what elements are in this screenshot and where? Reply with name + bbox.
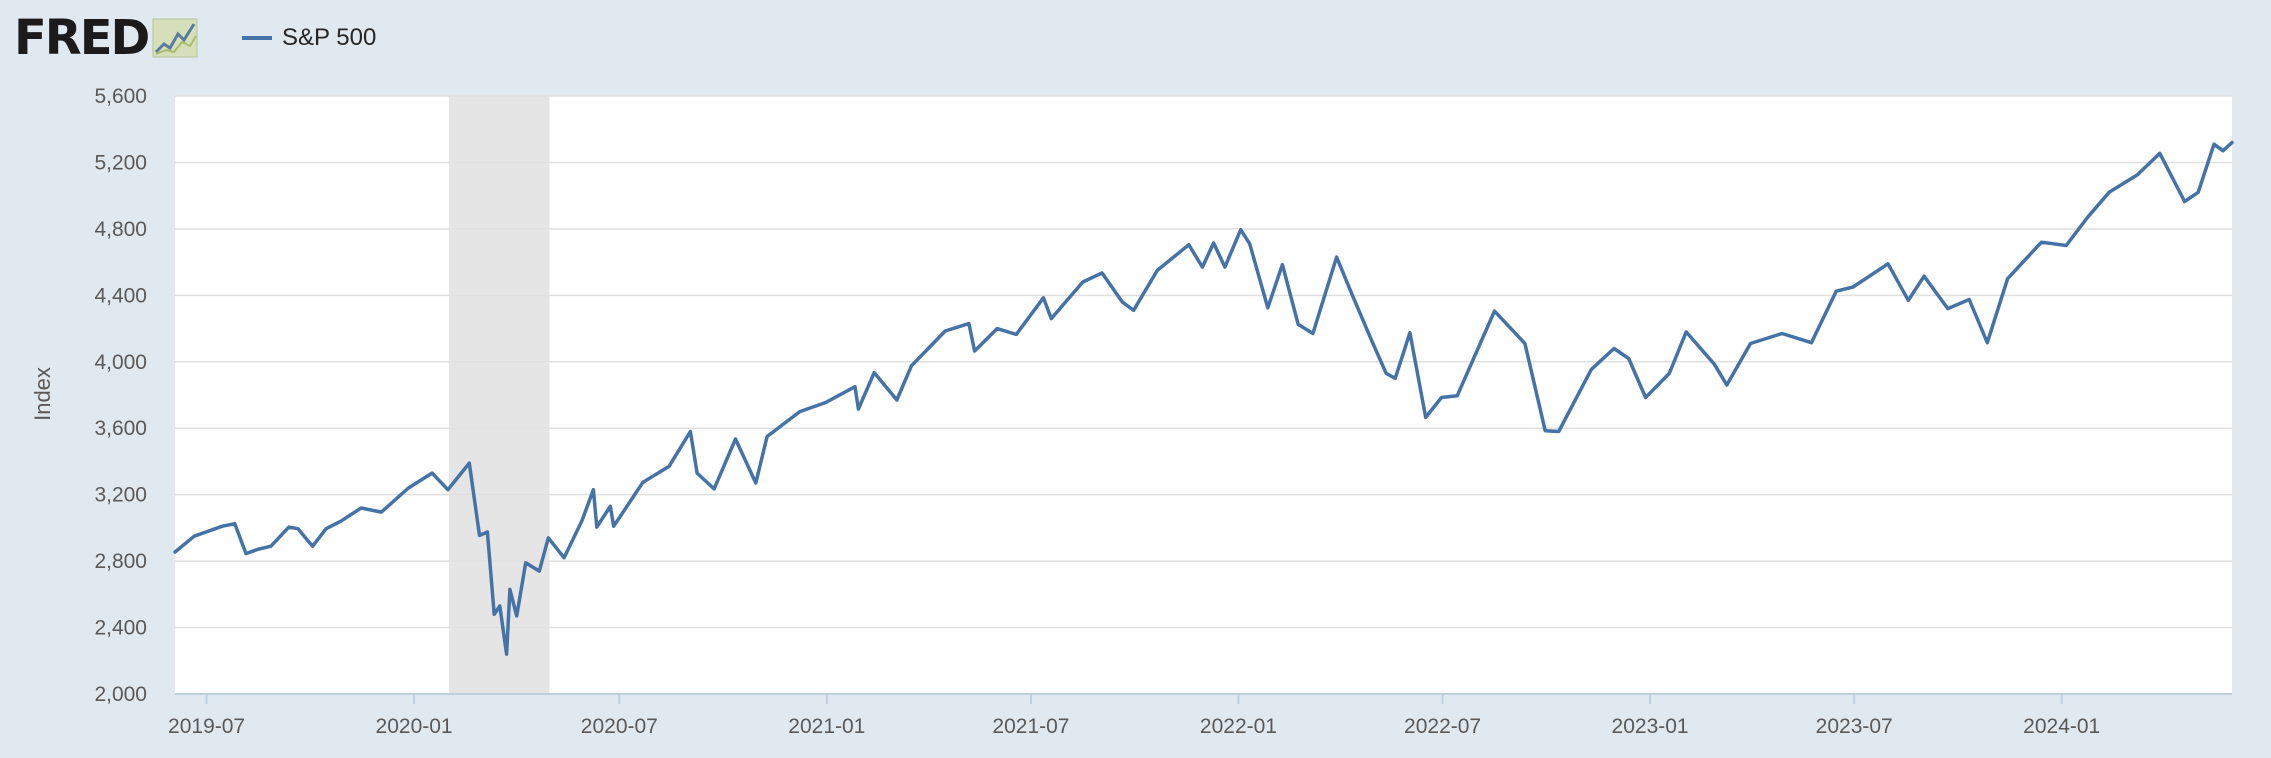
x-tick-label-1: 2020-01 <box>376 715 453 738</box>
y-tick-label-3: 3,200 <box>94 484 147 507</box>
fred-logo-text: FRED <box>14 10 150 66</box>
x-tick-label-5: 2022-01 <box>1200 715 1277 738</box>
y-tick-label-6: 4,400 <box>94 284 147 307</box>
y-tick-label-5: 4,000 <box>94 351 147 374</box>
x-tick-label-6: 2022-07 <box>1404 715 1481 738</box>
y-tick-label-2: 2,800 <box>94 550 147 573</box>
y-axis-title: Index <box>30 367 55 421</box>
fred-logo[interactable]: FRED <box>14 12 198 64</box>
x-tick-label-2: 2020-07 <box>581 715 658 738</box>
x-tick-label-3: 2021-01 <box>788 715 865 738</box>
y-tick-label-4: 3,600 <box>94 417 147 440</box>
recession-band-0 <box>449 96 550 694</box>
y-tick-label-8: 5,200 <box>94 151 147 174</box>
fred-chart-icon <box>152 18 198 58</box>
x-tick-label-4: 2021-07 <box>992 715 1069 738</box>
y-tick-label-1: 2,400 <box>94 617 147 640</box>
x-tick-label-0: 2019-07 <box>168 715 245 738</box>
legend-label-sp500: S&P 500 <box>282 24 377 51</box>
y-tick-label-9: 5,600 <box>94 85 147 108</box>
series-line-sp500[interactable] <box>173 140 2234 656</box>
x-tick-label-8: 2023-07 <box>1816 715 1893 738</box>
y-tick-label-0: 2,000 <box>94 683 147 706</box>
x-tick-label-9: 2024-01 <box>2023 715 2100 738</box>
y-tick-label-7: 4,800 <box>94 218 147 241</box>
legend-swatch-sp500 <box>242 36 272 40</box>
legend: S&P 500 <box>242 22 376 54</box>
x-tick-label-7: 2023-01 <box>1612 715 1689 738</box>
